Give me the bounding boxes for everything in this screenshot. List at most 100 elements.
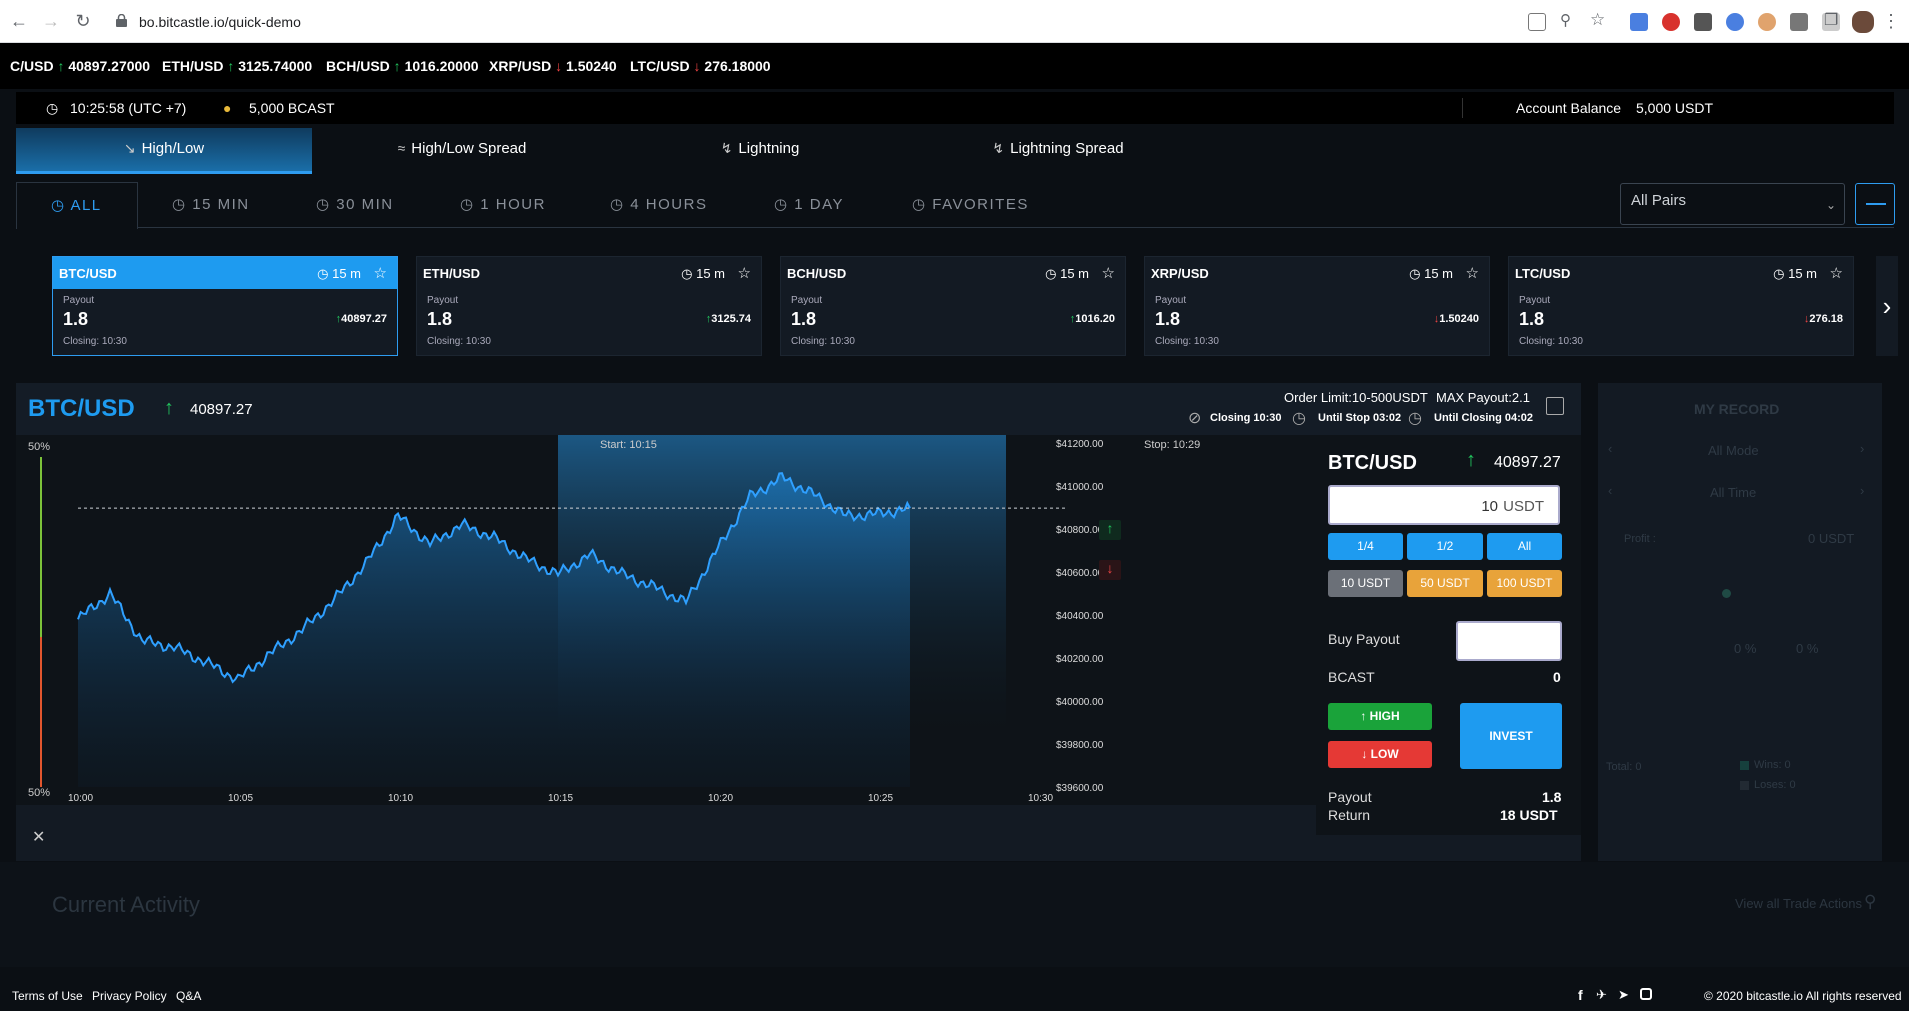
half-button[interactable]: 1/2 bbox=[1407, 533, 1483, 560]
pair-card-btc[interactable]: BTC/USD ◷ 15 m ☆ Payout 1.8 ↑40897.27 Clos… bbox=[52, 256, 398, 356]
facebook-icon[interactable]: f bbox=[1578, 987, 1583, 1003]
arrow-up-icon: ↑ bbox=[227, 58, 235, 74]
card-payout: 1.8 bbox=[63, 309, 89, 329]
record-time: All Time bbox=[1710, 485, 1757, 500]
invest-button[interactable]: INVEST bbox=[1460, 703, 1562, 769]
y-tick-label: $40400.00 bbox=[1056, 611, 1104, 622]
puzzle-icon[interactable]: ❐ bbox=[1824, 12, 1839, 29]
search-icon[interactable]: ⚲ bbox=[1864, 892, 1877, 911]
telegram-icon[interactable]: ➤ bbox=[1618, 987, 1629, 1002]
filter-30-min[interactable]: ◷ 30 MIN bbox=[316, 196, 394, 213]
quarter-button[interactable]: 1/4 bbox=[1328, 533, 1403, 560]
extension-translate-icon[interactable] bbox=[1630, 13, 1648, 31]
extension-a-icon[interactable] bbox=[1822, 13, 1840, 31]
lightning-spread-icon: ↯ bbox=[992, 140, 1005, 156]
qr-icon[interactable] bbox=[1694, 13, 1712, 31]
pair-card-eth[interactable]: ETH/USD ◷ 15 m ☆ Payout 1.8 ↑3125.74 Closi… bbox=[416, 256, 762, 356]
chevron-left-icon[interactable]: ‹ bbox=[1608, 441, 1613, 456]
star-icon[interactable]: ☆ bbox=[373, 265, 387, 282]
tab-high-low-spread[interactable]: ≈ High/Low Spread bbox=[397, 140, 527, 157]
terms-link[interactable]: Terms of Use bbox=[12, 989, 83, 1003]
balance-value: 5,000 USDT bbox=[1636, 100, 1714, 116]
chevron-left-icon[interactable]: ‹ bbox=[1608, 483, 1613, 498]
extension-dark-icon[interactable] bbox=[1790, 13, 1808, 31]
card-payout-label: Payout bbox=[63, 295, 95, 306]
chevron-right-icon[interactable]: › bbox=[1860, 441, 1865, 456]
wins-swatch bbox=[1740, 761, 1749, 770]
clock-icon: ◷ bbox=[1292, 410, 1306, 427]
total-trades: Total: 0 bbox=[1606, 761, 1642, 773]
star-icon[interactable]: ☆ bbox=[1101, 265, 1115, 282]
qa-link[interactable]: Q&A bbox=[176, 989, 202, 1003]
view-all-link[interactable]: View all Trade Actions bbox=[1735, 896, 1862, 911]
close-icon[interactable]: ✕ bbox=[32, 829, 46, 846]
pair-card-bch[interactable]: BCH/USD ◷ 15 m ☆ Payout 1.8 ↑1016.20 Closi… bbox=[780, 256, 1126, 356]
pair-select[interactable]: All Pairs ⌄ bbox=[1620, 183, 1845, 225]
chevron-right-icon[interactable]: › bbox=[1876, 256, 1898, 356]
preset-50-button[interactable]: 50 USDT bbox=[1407, 570, 1483, 597]
star-icon[interactable]: ☆ bbox=[1829, 265, 1843, 282]
tab-high-low[interactable]: ↘ High/Low bbox=[16, 128, 312, 174]
chart-panel: BTC/USD ↑ 40897.27 Order Limit:10-500USD… bbox=[16, 383, 1581, 861]
y-tick-label: $40800.00 bbox=[1056, 525, 1104, 536]
instagram-icon[interactable] bbox=[1640, 988, 1652, 1000]
clock-icon: ◷ bbox=[1408, 410, 1422, 427]
bookmark-star-icon[interactable]: ☆ bbox=[1590, 10, 1606, 29]
pair-card-ltc[interactable]: LTC/USD ◷ 15 m ☆ Payout 1.8 ↓276.18 Closin… bbox=[1508, 256, 1854, 356]
bcast-value: 0 bbox=[1553, 669, 1561, 685]
chevron-right-icon[interactable]: › bbox=[1860, 483, 1865, 498]
menu-icon[interactable]: ⋮ bbox=[1882, 11, 1900, 31]
arrow-down-icon: ↓ bbox=[1361, 747, 1368, 761]
all-button[interactable]: All bbox=[1487, 533, 1562, 560]
zoom-chart-icon[interactable] bbox=[1546, 397, 1564, 415]
ticker-item: LTC/USD ↓ 276.18000 bbox=[630, 58, 771, 74]
back-icon[interactable]: ← bbox=[10, 11, 28, 31]
loses-swatch bbox=[1740, 781, 1749, 790]
lightning-icon: ↯ bbox=[720, 140, 733, 156]
arrow-up-icon[interactable]: ↑ bbox=[1099, 520, 1121, 540]
filter-15-min[interactable]: ◷ 15 MIN bbox=[172, 196, 250, 213]
extension-icon[interactable] bbox=[1726, 13, 1744, 31]
low-button[interactable]: ↓ LOW bbox=[1328, 741, 1432, 768]
reload-icon[interactable]: ↻ bbox=[75, 11, 91, 31]
amount-input[interactable]: 10 USDT bbox=[1328, 485, 1560, 525]
buy-payout-input[interactable] bbox=[1456, 621, 1562, 661]
star-icon[interactable]: ☆ bbox=[1465, 265, 1479, 282]
collapse-button[interactable] bbox=[1855, 183, 1895, 225]
translate-icon[interactable] bbox=[1528, 13, 1546, 31]
filter-all[interactable]: ◷ ALL bbox=[16, 182, 138, 229]
filter-4-hours[interactable]: ◷ 4 HOURS bbox=[610, 196, 708, 213]
chart-svg: 10:00 10:05 10:10 10:15 10:20 10:25 10:30 $412… bbox=[40, 435, 1104, 804]
x-tick-label: 10:00 bbox=[68, 793, 93, 804]
filter-1-hour[interactable]: ◷ 1 HOUR bbox=[460, 196, 546, 213]
price-chart[interactable]: 10:00 10:05 10:10 10:15 10:20 10:25 10:30 $412… bbox=[16, 435, 1316, 805]
lock-icon bbox=[116, 14, 127, 27]
high-button[interactable]: ↑ HIGH bbox=[1328, 703, 1432, 730]
adblock-icon[interactable] bbox=[1662, 13, 1680, 31]
order-limit: Order Limit:10-500USDT bbox=[1284, 390, 1428, 405]
card-payout-label: Payout bbox=[1155, 295, 1187, 306]
card-pair: XRP/USD bbox=[1151, 266, 1209, 281]
privacy-link[interactable]: Privacy Policy bbox=[92, 989, 167, 1003]
record-title: MY RECORD bbox=[1694, 401, 1780, 417]
price-ticker: C/USD ↑ 40897.27000 ETH/USD ↑ 3125.74000… bbox=[0, 43, 1909, 89]
zoom-icon[interactable]: ⚲ bbox=[1560, 12, 1571, 29]
twitter-icon[interactable]: ✈ bbox=[1596, 987, 1607, 1002]
card-closing: Closing: 10:30 bbox=[791, 336, 855, 347]
card-price: ↓276.18 bbox=[1803, 313, 1843, 325]
y-tick-label: $39800.00 bbox=[1056, 740, 1104, 751]
arrow-down-icon[interactable]: ↓ bbox=[1099, 560, 1121, 580]
filter-favorites[interactable]: ◷ FAVORITES bbox=[912, 196, 1029, 213]
extension-person-icon[interactable] bbox=[1758, 13, 1776, 31]
filter-1-day[interactable]: ◷ 1 DAY bbox=[774, 196, 845, 213]
preset-10-button[interactable]: 10 USDT bbox=[1328, 570, 1403, 597]
avatar[interactable] bbox=[1852, 11, 1874, 33]
star-icon[interactable]: ☆ bbox=[737, 265, 751, 282]
tab-lightning-spread[interactable]: ↯ Lightning Spread bbox=[992, 140, 1124, 157]
preset-100-button[interactable]: 100 USDT bbox=[1487, 570, 1562, 597]
tab-lightning[interactable]: ↯ Lightning bbox=[720, 140, 800, 157]
loses: Loses: 0 bbox=[1754, 779, 1796, 791]
address-bar[interactable]: bo.bitcastle.io/quick-demo bbox=[106, 9, 1586, 35]
pair-card-xrp[interactable]: XRP/USD ◷ 15 m ☆ Payout 1.8 ↓1.50240 Closi… bbox=[1144, 256, 1490, 356]
forward-icon[interactable]: → bbox=[42, 11, 60, 31]
